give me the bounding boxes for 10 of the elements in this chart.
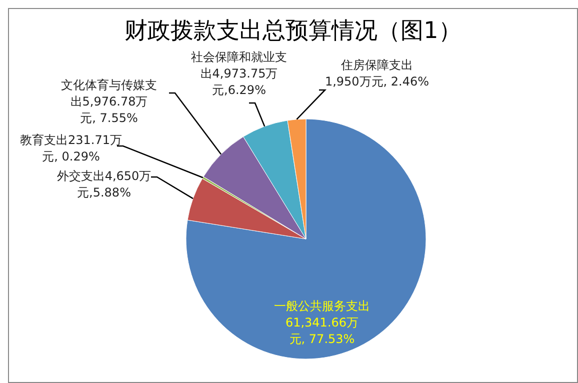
chart-title: 财政拨款支出总预算情况（图1） [124, 17, 462, 46]
data-label: 61,341.66万元, 77.53% [285, 316, 359, 346]
slice-label: 文化体育与传媒支出5,976.78万元, 7.55% [61, 78, 157, 125]
data-label: 1,950万元, 2.46% [324, 74, 430, 88]
pie-slice [186, 118, 426, 360]
slice-label: 教育支出231.71万元, 0.29% [20, 133, 122, 164]
slice-label: 社会保障和就业支出4,973.75万元,6.29% [191, 50, 287, 97]
slice-label: 住房保障支出 [340, 58, 413, 72]
slice-label: 外交支出4,650万元,5.88% [56, 169, 152, 200]
slice-label: 一般公共服务支出 [274, 299, 370, 313]
